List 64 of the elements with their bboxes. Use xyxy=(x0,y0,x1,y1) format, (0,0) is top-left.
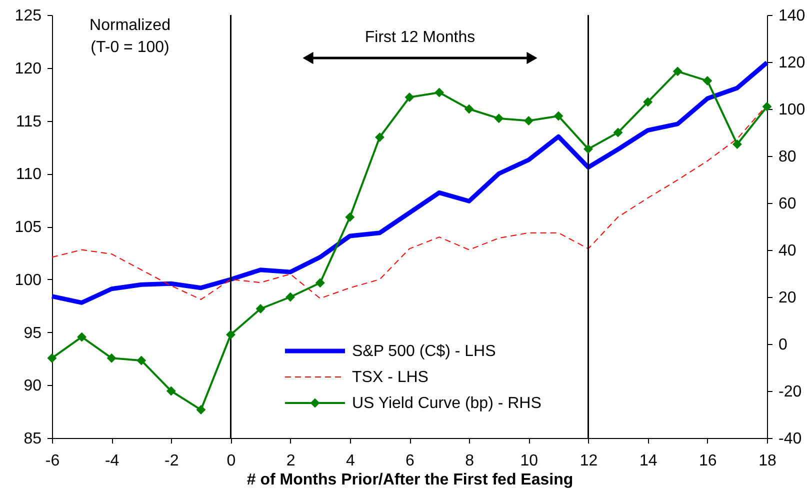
y-tick-label: 115 xyxy=(16,113,42,130)
x-tick-label: 0 xyxy=(226,452,236,470)
y2-tick-label: 40 xyxy=(778,242,796,260)
point xyxy=(554,111,564,121)
y-tick-label: 105 xyxy=(14,219,42,236)
point xyxy=(702,76,712,86)
y2-tick-label: 140 xyxy=(778,8,806,24)
point xyxy=(77,332,87,342)
y2-tick-label: -20 xyxy=(778,384,802,400)
x-tick-label: 4 xyxy=(346,452,355,470)
x-tick-label: 18 xyxy=(758,452,776,470)
y-tick-label: 120 xyxy=(14,60,42,78)
point xyxy=(584,144,593,154)
y-tick-label: 100 xyxy=(14,272,42,289)
point xyxy=(643,97,653,107)
y-tick-label: 110 xyxy=(16,166,42,184)
point xyxy=(256,304,266,314)
point xyxy=(434,88,444,98)
y-tick-label: 95 xyxy=(24,324,42,342)
annotation: Normalized (T-0 = 100) xyxy=(90,17,170,56)
x-tick-label: 2 xyxy=(286,452,296,470)
x-tick-label: 10 xyxy=(520,452,538,470)
point xyxy=(286,292,296,302)
legend-label: US Yield Curve (bp) - RHS xyxy=(352,395,542,412)
point xyxy=(166,386,176,396)
x-tick-label: 8 xyxy=(465,452,474,470)
x-tick-label: 6 xyxy=(406,452,415,470)
x-tick-label: 12 xyxy=(580,452,598,470)
point xyxy=(136,356,146,366)
y2-tick-label: -40 xyxy=(778,430,802,448)
point xyxy=(404,92,414,102)
point xyxy=(464,104,474,114)
point xyxy=(374,132,384,142)
y-tick-label: 125 xyxy=(14,8,42,24)
y2-tick-label: 20 xyxy=(778,290,796,306)
legend-label: TSX - LHS xyxy=(352,369,428,386)
point xyxy=(226,330,236,340)
point xyxy=(196,405,206,415)
x-tick-label: 16 xyxy=(699,452,717,470)
x-tick-label: 14 xyxy=(639,452,658,470)
point xyxy=(732,140,742,149)
point xyxy=(345,212,355,222)
point xyxy=(47,353,57,363)
y2-tick-label: 100 xyxy=(778,102,806,118)
point xyxy=(494,114,504,124)
line-series xyxy=(50,60,770,305)
y2-tick-label: 120 xyxy=(778,54,806,72)
point xyxy=(315,278,325,288)
y2-tick-label: 0 xyxy=(778,336,788,354)
y-tick-label: 90 xyxy=(24,378,42,395)
x-tick-label: -6 xyxy=(45,452,60,470)
y2-tick-label: 80 xyxy=(778,148,796,166)
annotation: First 12 Months xyxy=(364,29,476,46)
point xyxy=(672,66,682,76)
point xyxy=(613,128,623,138)
x-tick-label: -4 xyxy=(104,452,120,470)
x-tick-label: -2 xyxy=(164,452,179,470)
point xyxy=(524,116,534,126)
legend-label: S&P 500 (C$) - LHS xyxy=(352,343,496,360)
x-axis-title: # of Months Prior/After the First fed Easing xyxy=(246,472,574,488)
point xyxy=(762,102,772,112)
y2-tick-label: 60 xyxy=(778,196,796,212)
point xyxy=(106,353,116,363)
y-tick-label: 85 xyxy=(24,430,42,448)
